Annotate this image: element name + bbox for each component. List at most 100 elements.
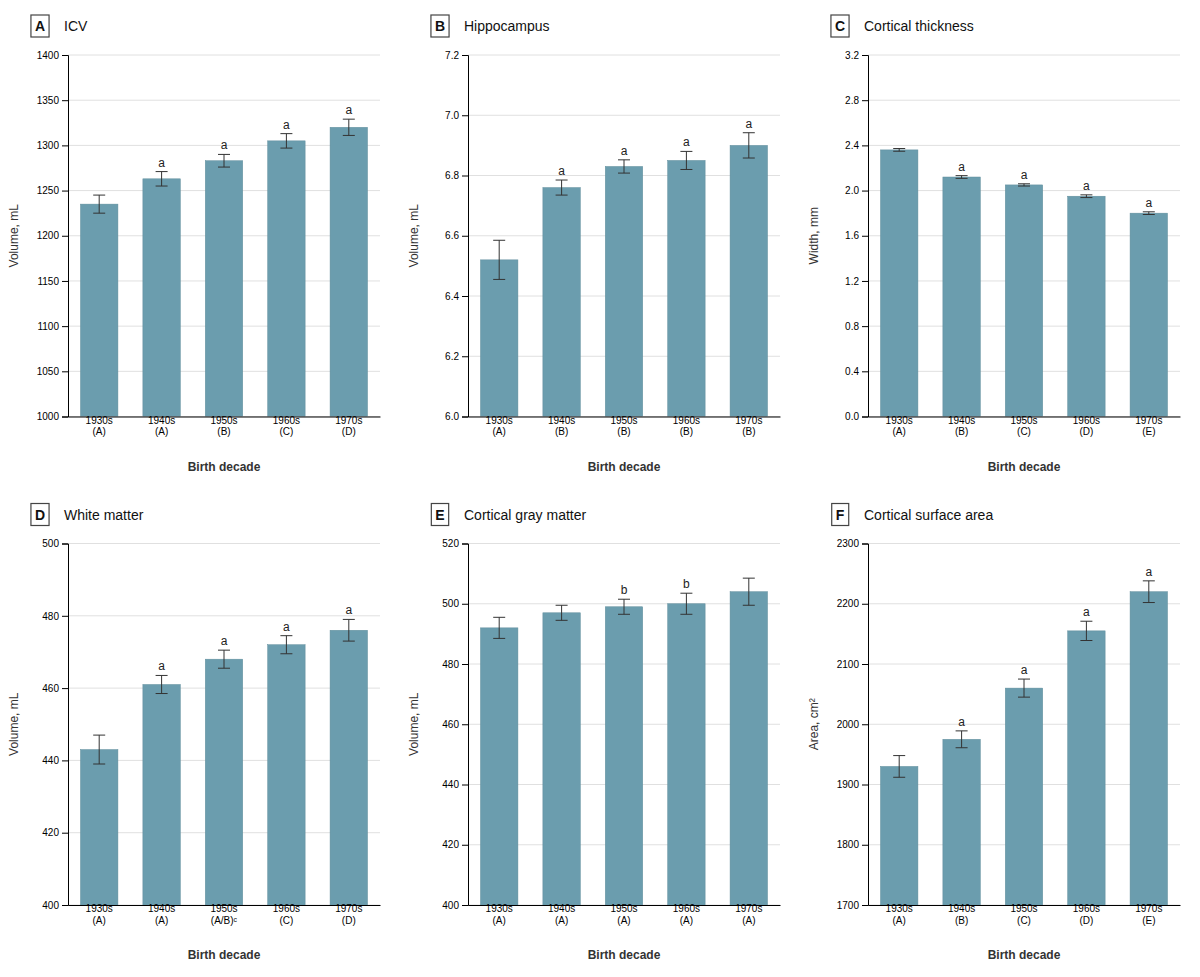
y-tick-mark: [62, 688, 68, 689]
x-axis: 1930s(A)1940s(A)1950s(A/B)ᶜ1960s(C)1970s…: [69, 903, 381, 926]
y-axis-title: Area, cm²: [807, 698, 821, 750]
bar: [268, 645, 305, 905]
y-axis-title: Volume, mL: [407, 692, 421, 756]
y-tick: 2300: [837, 538, 868, 549]
y-axis-title: Volume, mL: [407, 204, 421, 268]
x-axis-title: Birth decade: [588, 460, 661, 474]
y-tick: 2000: [837, 719, 868, 730]
y-tick-mark: [62, 371, 68, 372]
x-tick: 1940s(B): [948, 903, 975, 926]
grid: [68, 55, 380, 417]
y-tick-mark: [62, 760, 68, 761]
y-tick: 6.4: [445, 291, 468, 302]
bar: [143, 684, 180, 905]
x-tick: 1930s(A): [886, 415, 913, 438]
y-tick: 1150: [37, 276, 68, 287]
y-tick-mark: [62, 544, 68, 545]
significance-labels: aaaa: [958, 565, 1152, 729]
y-tick-mark: [462, 115, 468, 116]
bar: [480, 260, 517, 417]
y-tick: 2.8: [845, 95, 868, 106]
bar: [1005, 688, 1042, 905]
y-axis: 400420440460480500520: [442, 538, 468, 911]
error-bar: [93, 195, 105, 213]
y-tick-label: 1000: [37, 411, 60, 422]
x-tick-label: 1940s(B): [548, 415, 575, 438]
y-tick: 480: [442, 659, 468, 670]
y-tick: 460: [442, 719, 468, 730]
y-axis-line: [462, 56, 469, 418]
y-tick-label: 2.8: [845, 95, 859, 106]
x-tick: 1950s(B): [210, 415, 237, 438]
y-tick-label: 500: [442, 598, 459, 609]
panel: aaaa100010501100115012001250130013501400…: [7, 15, 381, 474]
y-tick: 400: [42, 900, 68, 911]
bar: [205, 659, 242, 905]
x-tick-label: 1950s(C): [1010, 415, 1037, 438]
x-tick-label: 1940s(A): [148, 415, 175, 438]
significance-label: a: [158, 156, 165, 170]
panel-label-group: A: [31, 15, 49, 37]
y-tick-label: 440: [42, 755, 59, 766]
y-tick-mark: [62, 833, 68, 834]
grid-line: [68, 615, 380, 616]
y-tick-label: 420: [442, 839, 459, 850]
x-tick-label: 1950s(A): [610, 903, 637, 926]
significance-label: a: [745, 117, 752, 131]
panel-label-group: F: [832, 504, 849, 526]
bar: [605, 166, 642, 416]
y-tick-label: 2100: [837, 659, 860, 670]
panel-label-group: D: [31, 504, 49, 526]
error-bar: [956, 731, 968, 748]
bar: [330, 630, 367, 905]
bar: [880, 150, 917, 417]
error-bar: [743, 578, 755, 605]
y-tick-mark: [62, 236, 68, 237]
y-tick: 2200: [837, 598, 868, 609]
x-tick: 1960s(A): [673, 903, 700, 926]
panel-label-group: E: [431, 504, 448, 526]
x-tick-label: 1950s(B): [610, 415, 637, 438]
y-tick-label: 500: [42, 538, 59, 549]
y-tick-mark: [862, 100, 868, 101]
y-tick-label: 3.2: [845, 50, 859, 61]
y-tick: 440: [442, 779, 468, 790]
y-tick: 6.6: [445, 230, 468, 241]
x-tick: 1930s(A): [86, 415, 113, 438]
x-tick: 1940s(A): [548, 903, 575, 926]
y-tick-mark: [62, 191, 68, 192]
significance-label: a: [958, 160, 965, 174]
y-tick-mark: [462, 905, 468, 906]
y-tick-label: 1.6: [845, 230, 859, 241]
x-tick-label: 1940s(B): [948, 415, 975, 438]
grid-line: [868, 55, 1180, 56]
significance-label: a: [158, 659, 165, 673]
significance-labels: aaaa: [158, 103, 352, 169]
panel-label: A: [35, 18, 45, 34]
bar: [668, 604, 705, 905]
y-tick-mark: [62, 281, 68, 282]
error-bar: [156, 172, 168, 186]
bar: [605, 607, 642, 905]
x-tick: 1970s(D): [335, 903, 362, 926]
y-tick-label: 1200: [37, 230, 60, 241]
x-tick-label: 1930s(A): [886, 415, 913, 438]
x-tick: 1960s(B): [673, 415, 700, 438]
y-axis-line: [62, 544, 69, 906]
error-bar: [680, 593, 692, 614]
bar: [330, 127, 367, 416]
y-tick-label: 1350: [37, 95, 60, 106]
y-tick-mark: [862, 417, 868, 418]
x-tick: 1940s(B): [548, 415, 575, 438]
y-tick: 0.4: [845, 366, 868, 377]
y-axis: 0.00.40.81.21.62.02.42.83.2: [845, 50, 868, 423]
grid: [468, 55, 780, 417]
y-tick: 1.6: [845, 230, 868, 241]
x-tick: 1970s(D): [335, 415, 362, 438]
x-tick-label: 1940s(A): [148, 903, 175, 926]
y-tick-mark: [62, 905, 68, 906]
bar: [943, 177, 980, 416]
y-tick-mark: [862, 724, 868, 725]
error-bar: [893, 149, 905, 152]
grid: [468, 544, 780, 906]
